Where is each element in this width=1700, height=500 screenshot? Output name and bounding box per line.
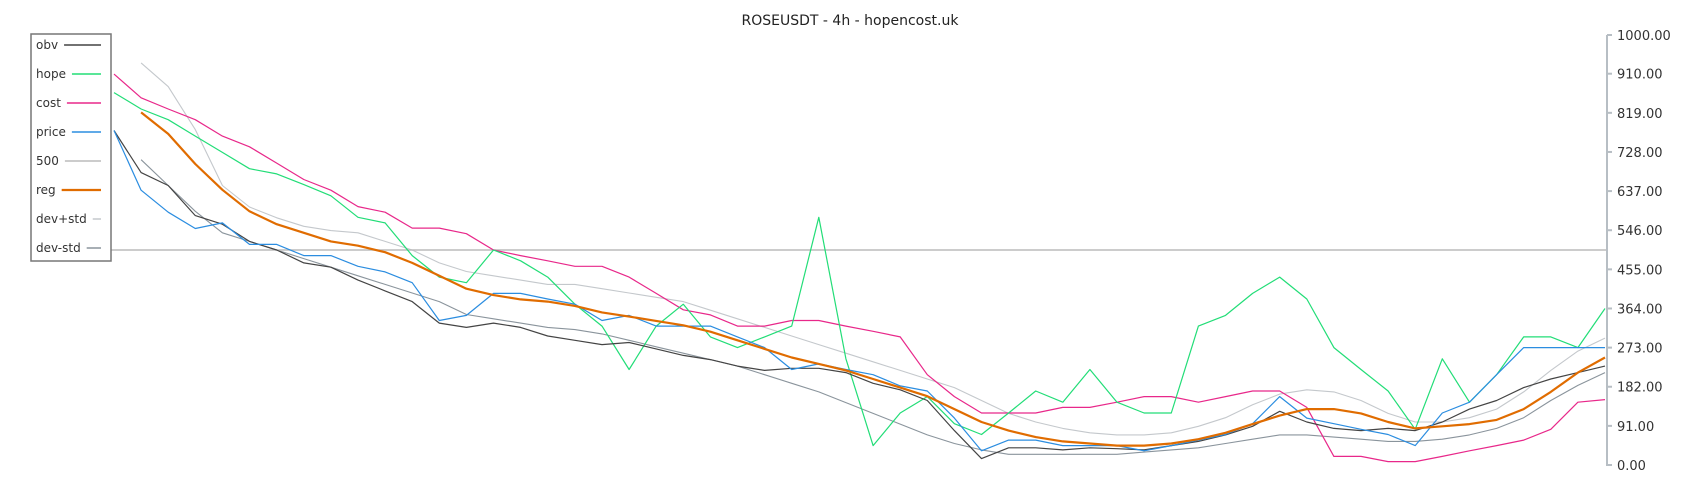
series-line-price (113, 130, 1605, 452)
y-tick-label: 728.00 (1617, 146, 1663, 161)
legend-label-price: price (36, 125, 66, 139)
y-tick-label: 910.00 (1617, 68, 1663, 83)
y-tick-label: 273.00 (1617, 342, 1663, 357)
legend-label-hope: hope (36, 67, 66, 81)
legend-label-500: 500 (36, 154, 59, 168)
series-lines (110, 62, 1607, 463)
y-tick-label: 364.00 (1617, 302, 1663, 317)
y-tick-label: 546.00 (1617, 224, 1663, 239)
legend-label-dev-std: dev-std (36, 241, 81, 255)
y-tick-label: 819.00 (1617, 107, 1663, 122)
series-line-obv (113, 130, 1606, 460)
chart-title: ROSEUSDT - 4h - hopencost.uk (742, 13, 960, 29)
y-tick-label: 1000.00 (1617, 29, 1671, 44)
legend-label-cost: cost (36, 96, 61, 110)
y-tick-label: 0.00 (1617, 459, 1646, 474)
series-line-dev-std (140, 159, 1606, 455)
y-tick-label: 637.00 (1617, 185, 1663, 200)
legend: obv hope cost price 500 reg dev+std dev-std (30, 33, 112, 262)
y-axis-ticks: 0.00 91.00 182.00 273.00 364.00 455.00 546.00 6… (1607, 29, 1671, 474)
y-tick-label: 91.00 (1617, 420, 1654, 435)
y-tick-label: 455.00 (1617, 263, 1663, 278)
series-line-cost (113, 73, 1606, 463)
y-tick-label: 182.00 (1617, 381, 1663, 396)
series-line-hope (113, 92, 1606, 447)
series-line-dev+std (140, 62, 1606, 436)
legend-label-obv: obv (36, 38, 58, 52)
legend-box (30, 33, 112, 262)
series-line-reg (140, 111, 1606, 447)
legend-label-dev+std: dev+std (36, 212, 87, 226)
legend-label-reg: reg (36, 183, 56, 197)
